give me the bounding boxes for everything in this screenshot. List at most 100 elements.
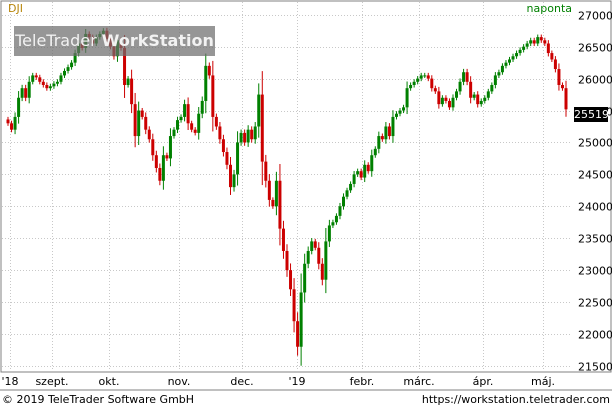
candle-down (437, 91, 441, 105)
candle-up (377, 136, 381, 149)
candle-down (550, 53, 554, 60)
x-tick-label: '18 (1, 375, 18, 388)
candle-up (27, 81, 31, 98)
candle-up (183, 104, 187, 117)
candle-down (366, 164, 370, 172)
candle-up (536, 37, 540, 44)
candle-down (271, 199, 275, 207)
candle-down (24, 88, 28, 98)
y-tick-label: 25000 (578, 137, 612, 150)
candle-down (264, 161, 268, 181)
candle-up (299, 292, 303, 347)
candle-down (433, 88, 437, 92)
candle-down (218, 126, 222, 140)
candle-up (525, 43, 529, 47)
period-label: naponta (526, 2, 572, 15)
y-tick-label: 23000 (578, 265, 612, 278)
candle-up (17, 97, 21, 117)
last-price-badge: 25519 (574, 107, 609, 122)
candle-up (497, 72, 501, 76)
candle-down (380, 136, 384, 140)
candle-down (6, 119, 10, 124)
candle-up (137, 110, 141, 137)
candle-down (557, 69, 561, 85)
candle-up (352, 174, 356, 184)
x-tick-label: nov. (168, 375, 191, 388)
candle-down (214, 116, 218, 127)
candle-up (200, 100, 204, 114)
candle-down (465, 72, 469, 82)
candle-up (504, 62, 508, 66)
candle-up (345, 190, 349, 197)
candle-down (140, 110, 144, 117)
candle-down (211, 75, 215, 117)
candle-up (458, 81, 462, 92)
candle-down (207, 65, 211, 76)
candle-down (292, 289, 296, 322)
x-tick-label: dec. (230, 375, 253, 388)
candle-up (31, 75, 35, 82)
candle-up (306, 250, 310, 264)
candle-up (529, 40, 533, 44)
candle-down (45, 84, 49, 89)
x-tick-label: ápr. (473, 375, 494, 388)
candle-up (423, 75, 427, 77)
y-tick-label: 21500 (578, 361, 612, 374)
candle-down (165, 155, 169, 159)
candle-up (253, 126, 257, 140)
candle-up (59, 75, 63, 82)
candle-down (313, 241, 317, 248)
candle-down (387, 126, 391, 137)
candle-up (197, 113, 201, 133)
y-axis-ticks: 21500 22000 22500 23000 23500 24000 24500 25000… (578, 10, 612, 374)
candle-down (430, 78, 434, 89)
source-url[interactable]: https://workstation.teletrader.com (421, 393, 610, 406)
candle-up (331, 222, 335, 226)
candle-down (38, 77, 42, 82)
candle-up (391, 116, 395, 137)
candle-down (560, 84, 564, 89)
candle-up (204, 65, 208, 101)
candle-down (130, 78, 134, 105)
candle-up (179, 116, 183, 121)
candle-up (405, 88, 409, 108)
candle-up (13, 116, 17, 130)
candle-down (221, 139, 225, 153)
candle-up (20, 88, 24, 98)
y-tick-label: 22000 (578, 329, 612, 342)
watermark-brand: TeleTrader (15, 31, 97, 50)
candle-up (440, 97, 444, 105)
candle-down (144, 116, 148, 130)
x-axis-ticks: '18 szept. okt. nov. dec. '19 febr. márc. ápr. má… (1, 375, 555, 388)
candle-up (490, 84, 494, 92)
chart-grid (2, 2, 572, 371)
candle-up (338, 206, 342, 216)
candle-up (55, 81, 59, 84)
candle-down (133, 104, 137, 137)
candle-up (493, 75, 497, 85)
candle-up (349, 183, 353, 191)
x-tick-label: '19 (288, 375, 305, 388)
candle-up (232, 174, 236, 188)
candle-down (151, 139, 155, 156)
candle-up (324, 241, 328, 280)
candle-up (479, 100, 483, 105)
candle-down (543, 40, 547, 44)
candle-up (363, 164, 367, 178)
candle-up (402, 107, 406, 111)
candle-down (190, 123, 194, 130)
candle-down (476, 94, 480, 105)
candle-up (409, 84, 413, 89)
candle-up (236, 142, 240, 175)
candle-up (486, 91, 490, 98)
candle-down (193, 129, 197, 133)
candle-up (126, 78, 130, 85)
candle-down (281, 228, 285, 251)
candle-up (172, 129, 176, 137)
candle-up (342, 196, 346, 207)
candle-up (384, 126, 388, 140)
candle-up (370, 155, 374, 172)
y-tick-label: 27000 (578, 10, 612, 23)
candle-down (243, 132, 247, 143)
